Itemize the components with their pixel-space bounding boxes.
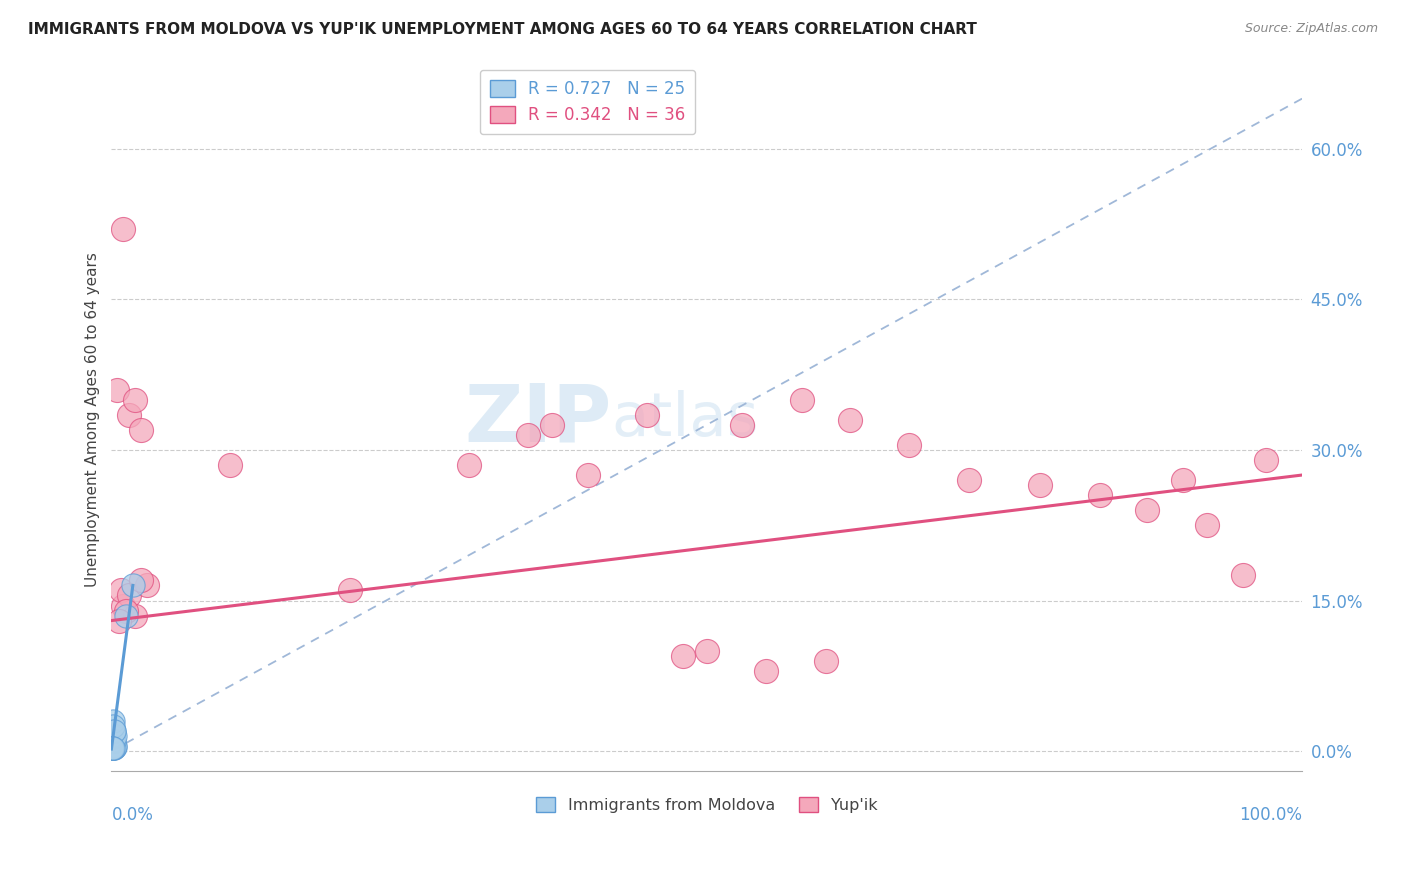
Point <box>1232 568 1254 582</box>
Point <box>103 734 125 748</box>
Point <box>124 608 146 623</box>
Point <box>1136 503 1159 517</box>
Point <box>114 608 136 623</box>
Point <box>101 741 124 756</box>
Point <box>898 438 921 452</box>
Point <box>1088 488 1111 502</box>
Point <box>790 392 813 407</box>
Point <box>101 739 124 753</box>
Point <box>101 734 124 748</box>
Text: ZIP: ZIP <box>464 381 612 458</box>
Point <box>672 648 695 663</box>
Point <box>957 473 980 487</box>
Point <box>103 719 125 733</box>
Point <box>101 741 124 756</box>
Point <box>838 413 860 427</box>
Point <box>103 723 125 738</box>
Point <box>517 428 540 442</box>
Point <box>814 654 837 668</box>
Point <box>118 408 141 422</box>
Point <box>339 583 361 598</box>
Point <box>103 739 125 753</box>
Point <box>103 741 125 756</box>
Point <box>103 739 125 754</box>
Point <box>107 614 129 628</box>
Y-axis label: Unemployment Among Ages 60 to 64 years: Unemployment Among Ages 60 to 64 years <box>86 252 100 587</box>
Legend: Immigrants from Moldova, Yup'ik: Immigrants from Moldova, Yup'ik <box>530 791 884 820</box>
Point <box>101 714 124 728</box>
Point <box>112 599 135 613</box>
Point <box>755 664 778 678</box>
Point <box>114 603 136 617</box>
Text: 0.0%: 0.0% <box>111 806 153 824</box>
Point <box>636 408 658 422</box>
Point <box>129 574 152 588</box>
Point <box>105 383 128 397</box>
Point <box>103 741 125 756</box>
Point <box>104 729 127 743</box>
Point <box>541 417 564 432</box>
Point <box>1029 478 1052 492</box>
Point <box>101 741 124 756</box>
Text: IMMIGRANTS FROM MOLDOVA VS YUP'IK UNEMPLOYMENT AMONG AGES 60 TO 64 YEARS CORRELA: IMMIGRANTS FROM MOLDOVA VS YUP'IK UNEMPL… <box>28 22 977 37</box>
Point <box>576 468 599 483</box>
Text: 100.0%: 100.0% <box>1239 806 1302 824</box>
Point <box>103 729 125 743</box>
Point <box>124 392 146 407</box>
Point <box>118 589 141 603</box>
Point <box>112 222 135 236</box>
Point <box>103 739 125 754</box>
Point <box>121 578 143 592</box>
Point <box>1256 453 1278 467</box>
Point <box>104 739 127 753</box>
Point <box>1195 518 1218 533</box>
Point <box>104 739 127 754</box>
Point <box>136 578 159 592</box>
Point <box>103 723 125 738</box>
Text: atlas: atlas <box>612 391 759 450</box>
Point <box>101 741 124 756</box>
Point <box>101 741 124 756</box>
Point <box>457 458 479 472</box>
Point <box>110 583 132 598</box>
Point <box>129 423 152 437</box>
Point <box>731 417 754 432</box>
Point <box>1171 473 1194 487</box>
Point <box>101 723 124 738</box>
Point <box>101 729 124 743</box>
Text: Source: ZipAtlas.com: Source: ZipAtlas.com <box>1244 22 1378 36</box>
Point <box>219 458 242 472</box>
Point <box>696 643 718 657</box>
